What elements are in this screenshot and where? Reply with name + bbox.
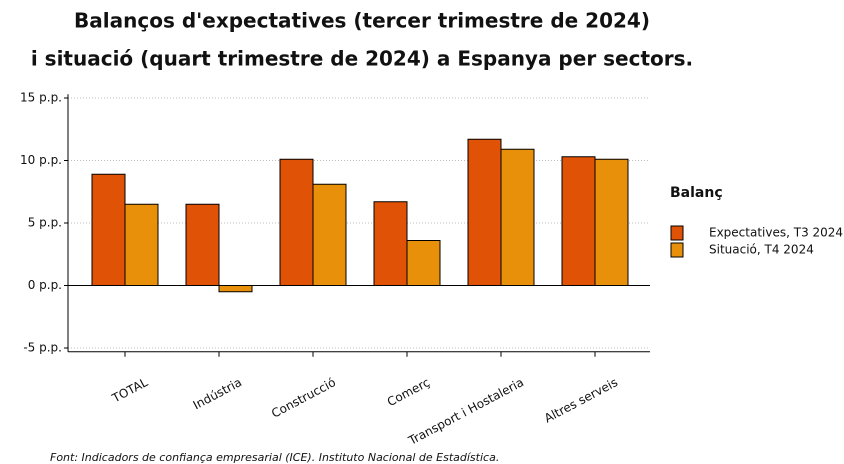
bar [312, 183, 347, 286]
bar [467, 138, 502, 286]
legend-label: Expectatives, T3 2024 [709, 226, 843, 240]
x-tick-label: Indústria [191, 375, 244, 412]
source-note: Font: Indicadors de confiança empresaria… [50, 451, 499, 464]
bar [500, 148, 535, 286]
y-tick-label: 5 p.p. [28, 216, 62, 230]
x-tick-label: TOTAL [109, 375, 150, 406]
y-tick-label: 0 p.p. [28, 278, 62, 292]
x-tick-label: Comerç [385, 375, 432, 409]
legend-title: Balanç [670, 185, 723, 201]
bar [594, 158, 629, 286]
y-tick-label: 15 p.p. [20, 91, 62, 105]
x-tick-label: Construcció [269, 375, 338, 421]
bar [124, 203, 159, 286]
bar [185, 203, 220, 286]
chart-title: i situació (quart trimestre de 2024) a E… [31, 47, 693, 71]
y-tick-label: -5 p.p. [23, 341, 62, 355]
bar [561, 156, 596, 286]
bar [373, 201, 408, 286]
bar [279, 158, 314, 286]
bar [406, 240, 441, 286]
bar [218, 285, 253, 293]
x-tick-label: Altres serveis [542, 375, 620, 425]
legend-swatch [670, 242, 684, 258]
y-tick-label: 10 p.p. [20, 153, 62, 167]
bar [91, 173, 126, 286]
legend-label: Situació, T4 2024 [709, 243, 814, 257]
chart-title: Balanços d'expectatives (tercer trimestr… [74, 9, 650, 33]
legend-swatch [670, 225, 684, 241]
